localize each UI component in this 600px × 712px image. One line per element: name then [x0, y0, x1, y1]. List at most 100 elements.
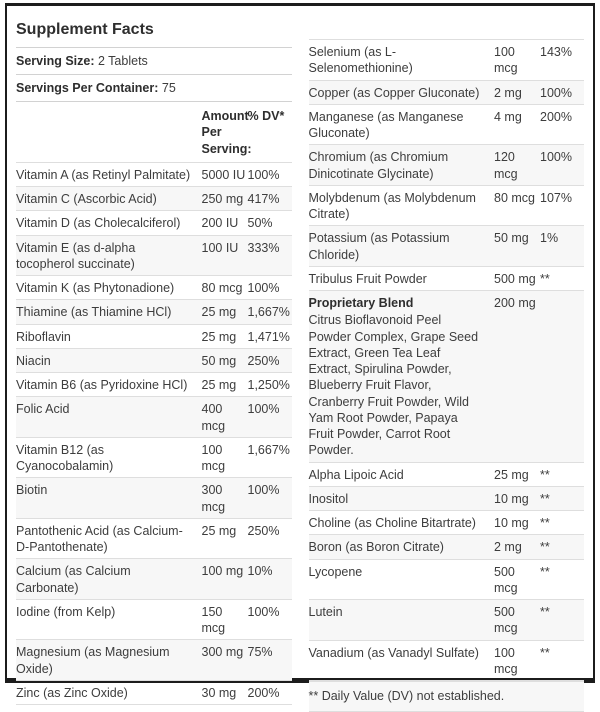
nutrient-dv: 1,667%: [247, 305, 290, 320]
nutrient-name-text: Folic Acid: [16, 402, 70, 417]
table-row: Chromium (as Chromium Dinicotinate Glyci…: [308, 144, 584, 185]
nutrient-name: Boron (as Boron Citrate): [309, 539, 495, 555]
servings-per-container-row: Servings Per Container: 75: [16, 74, 292, 101]
nutrient-name-text: Lutein: [308, 605, 343, 619]
nutrient-name-text: Vanadium (as Vanadyl Sulfate): [308, 645, 479, 660]
serving-size-row: Serving Size: 2 Tablets: [16, 47, 292, 74]
nutrient-dv: 200%: [247, 685, 280, 700]
table-row: Vitamin B6 (as Pyridoxine HCl) 25 mg 1,250…: [16, 372, 292, 396]
nutrient-name-text: Inositol: [308, 491, 349, 506]
table-row: Vitamin C (Ascorbic Acid) 250 mg 417%: [16, 186, 292, 211]
nutrient-dv: 100%: [247, 402, 280, 417]
nutrient-name: Tribulus Fruit Powder: [309, 271, 495, 287]
nutrient-name: Biotin: [16, 482, 202, 498]
nutrient-dv: **: [540, 605, 550, 619]
nutrient-name-text: Tribulus Fruit Powder: [308, 271, 427, 286]
nutrient-dv: **: [540, 271, 550, 286]
nutrient-table-left: Vitamin A (as Retinyl Palmitate) 5000 IU 1…: [16, 161, 292, 705]
table-row: Riboflavin 25 mg 1,471%: [16, 323, 292, 348]
nutrient-name-text: Thiamine (as Thiamine HCl): [16, 305, 172, 320]
nutrient-amount: 100 mcg: [201, 442, 226, 473]
nutrient-name: Manganese (as Manganese Gluconate): [309, 109, 495, 142]
nutrient-amount: 100 mg: [201, 564, 244, 579]
nutrient-dv: 50%: [247, 216, 273, 231]
nutrient-amount: 25 mg: [201, 329, 237, 344]
nutrient-dv: 200%: [540, 109, 572, 124]
nutrient-name: Vitamin D (as Cholecalciferol): [16, 215, 202, 231]
nutrient-name: Zinc (as Zinc Oxide): [16, 685, 202, 701]
nutrient-name-text: Potassium (as Potassium Chloride): [308, 231, 450, 262]
nutrient-name-text: Lycopene: [308, 564, 363, 579]
serving-size-value: 2 Tablets: [97, 54, 148, 68]
nutrient-dv: **: [540, 516, 550, 530]
nutrient-dv: **: [540, 491, 550, 506]
nutrient-dv: 250%: [247, 523, 280, 538]
nutrient-name: Proprietary Blend Citrus Bioflavonoid Pee…: [309, 295, 495, 459]
nutrient-name: Iodine (from Kelp): [16, 604, 202, 620]
table-row: Magnesium (as Magnesium Oxide) 300 mg 75%: [16, 639, 292, 680]
nutrient-amount: 500 mcg: [494, 564, 518, 595]
table-row: Copper (as Copper Gluconate) 2 mg 100%: [308, 79, 584, 104]
nutrient-name: Pantothenic Acid (as Calcium-D-Pantothen…: [16, 523, 202, 556]
nutrient-amount: 5000 IU: [201, 167, 246, 182]
table-row: Manganese (as Manganese Gluconate) 4 mg 20…: [308, 103, 584, 145]
nutrient-dv: **: [540, 645, 550, 660]
table-row: Alpha Lipoic Acid 25 mg **: [308, 461, 584, 486]
nutrient-dv: 417%: [247, 192, 280, 206]
nutrient-amount: 25 mg: [201, 523, 237, 538]
nutrient-name-text: Manganese (as Manganese Gluconate): [308, 109, 464, 140]
nutrient-name: Vanadium (as Vanadyl Sulfate): [309, 645, 495, 661]
nutrient-name: Lutein: [309, 604, 495, 620]
nutrient-name-text: Vitamin K (as Phytonadione): [16, 281, 175, 295]
table-row: Vanadium (as Vanadyl Sulfate) 100 mcg **: [308, 639, 584, 681]
nutrient-name: Thiamine (as Thiamine HCl): [16, 304, 202, 320]
nutrient-dv: 100%: [247, 604, 280, 619]
table-row: Molybdenum (as Molybdenum Citrate) 80 mcg…: [308, 184, 584, 226]
table-row: Iodine (from Kelp) 150 mcg 100%: [16, 598, 292, 640]
nutrient-dv: 100%: [540, 85, 572, 100]
servings-per-container-value: 75: [161, 81, 176, 95]
nutrient-name-text: Boron (as Boron Citrate): [308, 540, 444, 555]
nutrient-name-text: Iodine (from Kelp): [16, 604, 116, 619]
nutrient-amount: 250 mg: [201, 192, 244, 206]
nutrient-amount: 80 mcg: [201, 281, 243, 295]
nutrient-name: Selenium (as L-Selenomethionine): [309, 44, 495, 77]
nutrient-name-text: Riboflavin: [16, 329, 71, 344]
nutrient-dv: **: [540, 564, 550, 579]
nutrient-dv: 143%: [540, 45, 572, 59]
table-row: Niacin 50 mg 250%: [16, 347, 292, 372]
nutrient-name: Magnesium (as Magnesium Oxide): [16, 644, 202, 677]
nutrient-name: Calcium (as Calcium Carbonate): [16, 563, 202, 596]
nutrient-amount: 25 mg: [494, 467, 529, 482]
nutrient-amount: 200 mg: [494, 296, 536, 310]
nutrient-amount: 50 mg: [201, 353, 237, 368]
nutrient-name-text: Proprietary Blend: [308, 296, 414, 310]
nutrient-amount: 10 mg: [494, 491, 529, 506]
dv-header: % DV*: [247, 109, 285, 123]
table-row: Biotin 300 mcg 100%: [16, 477, 292, 518]
right-column: Selenium (as L-Selenomethionine) 100 mcg 1…: [308, 12, 584, 712]
supplement-facts-label: Supplement Facts Serving Size: 2 Tablets…: [5, 3, 595, 712]
nutrient-amount: 400 mcg: [201, 402, 226, 433]
nutrient-dv: 100%: [540, 150, 572, 165]
nutrient-name-text: Pantothenic Acid (as Calcium-D-Pantothen…: [16, 523, 183, 554]
nutrient-dv: **: [540, 540, 550, 555]
nutrient-name: Lycopene: [309, 564, 495, 580]
nutrient-name-text: Chromium (as Chromium Dinicotinate Glyci…: [308, 150, 449, 181]
nutrient-dv: 333%: [247, 240, 280, 255]
footnote: ** Daily Value (DV) not established.: [308, 681, 584, 712]
nutrient-amount: 10 mg: [494, 516, 529, 530]
nutrient-name: Inositol: [309, 491, 495, 507]
nutrient-name-text: Vitamin E (as d-alpha tocopherol succina…: [16, 240, 136, 271]
table-row: Potassium (as Potassium Chloride) 50 mg 1%: [308, 225, 584, 266]
nutrient-amount: 4 mg: [494, 109, 522, 124]
table-row: Zinc (as Zinc Oxide) 30 mg 200%: [16, 679, 292, 704]
nutrient-amount: 100 mcg: [494, 45, 518, 76]
nutrient-amount: 500 mcg: [494, 605, 518, 636]
nutrient-name: Vitamin B12 (as Cyanocobalamin): [16, 442, 202, 475]
nutrient-name-text: Vitamin C (Ascorbic Acid): [16, 192, 157, 206]
table-row: Vitamin D (as Cholecalciferol) 200 IU 50%: [16, 210, 292, 234]
nutrient-name-text: Molybdenum (as Molybdenum Citrate): [308, 190, 476, 221]
nutrient-amount: 80 mcg: [494, 190, 535, 205]
serving-size-label: Serving Size:: [16, 54, 95, 68]
